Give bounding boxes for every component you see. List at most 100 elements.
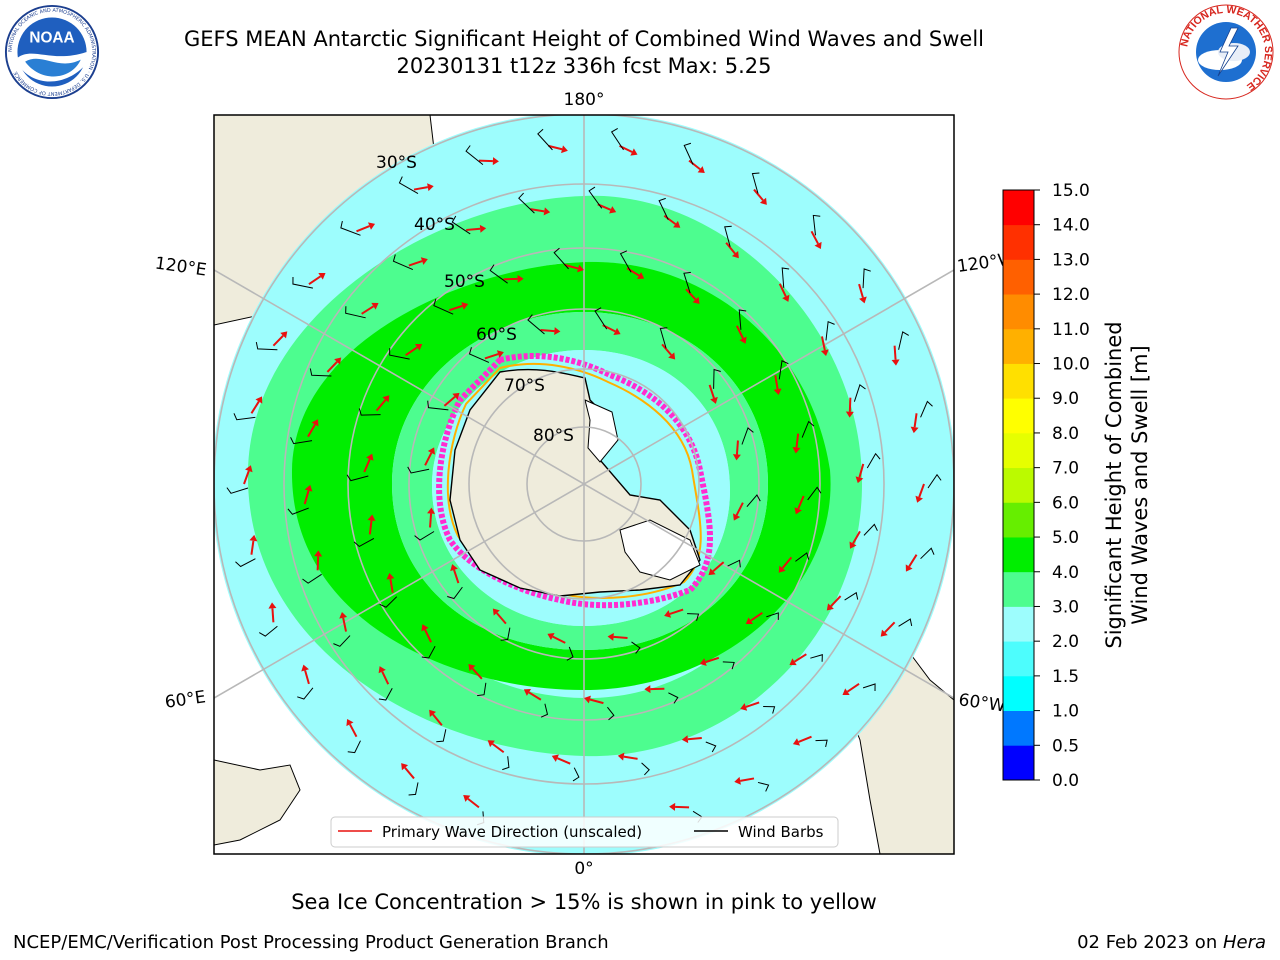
- wave-arrow: [848, 397, 852, 412]
- wave-arrow: [443, 395, 456, 407]
- colorbar-bin: [1003, 328, 1034, 364]
- colorbar-tick-label: 14.0: [1052, 216, 1090, 236]
- wave-arrow: [304, 670, 310, 685]
- colorbar-tick-label: 1.5: [1052, 667, 1079, 687]
- colorbar-bin: [1003, 190, 1034, 226]
- wind-barb: [687, 613, 700, 621]
- wave-arrow: [852, 530, 861, 545]
- wave-arrow: [740, 777, 755, 782]
- wind-barb: [518, 192, 535, 214]
- wind-barb: [347, 740, 361, 754]
- wave-arrow: [356, 225, 370, 233]
- wind-barb: [588, 186, 603, 209]
- wind-barb: [853, 384, 866, 402]
- wave-arrow: [381, 671, 390, 685]
- wind-barb: [477, 682, 487, 697]
- map-legend: Primary Wave Direction (unscaled) Wind B…: [330, 816, 839, 848]
- wave-arrow: [781, 556, 793, 569]
- wave-arrow-head: [255, 396, 263, 404]
- legend-barb-label: Wind Barbs: [738, 823, 824, 841]
- wind-barb: [500, 627, 511, 641]
- wave-arrow-head: [479, 224, 487, 233]
- wave-arrow: [797, 495, 805, 510]
- wave-arrow-head: [792, 738, 801, 746]
- wind-barb: [795, 552, 810, 562]
- wave-arrow: [712, 561, 725, 573]
- wind-barb: [724, 225, 732, 247]
- wind-barb: [610, 128, 624, 151]
- wave-arrow-head: [415, 343, 423, 351]
- wind-barb: [757, 781, 770, 792]
- wave-arrow-head: [450, 564, 458, 572]
- wave-arrow: [540, 329, 555, 333]
- wave-arrow-head: [732, 454, 741, 461]
- wind-barb: [489, 264, 508, 284]
- wave-arrow-head: [699, 658, 707, 666]
- wave-arrow-head: [367, 514, 376, 521]
- wind-barb: [292, 277, 314, 289]
- wave-arrow-head: [280, 331, 288, 339]
- wave-arrow: [408, 260, 423, 267]
- wave-arrow: [750, 612, 763, 622]
- wave-arrow: [243, 470, 250, 485]
- wave-arrow: [858, 283, 864, 298]
- wind-barb: [309, 368, 332, 377]
- wind-barb: [658, 197, 669, 220]
- wave-arrow-head: [461, 302, 469, 310]
- wave-arrow-head: [745, 617, 753, 625]
- wind-barb: [287, 507, 309, 515]
- wind-barb: [766, 612, 779, 620]
- wave-arrow: [528, 691, 542, 701]
- wind-barb: [619, 250, 632, 273]
- wind-barb: [566, 646, 574, 661]
- wave-arrow: [623, 755, 638, 760]
- lon-label-180: 180°: [564, 90, 605, 110]
- wave-arrow-head: [617, 752, 625, 761]
- wave-arrow-head: [523, 689, 532, 696]
- colorbar-bin: [1003, 641, 1034, 677]
- wave-arrow-head: [378, 666, 386, 674]
- wave-arrow: [466, 227, 481, 231]
- wave-arrow: [375, 399, 387, 412]
- wave-arrow-head: [664, 610, 672, 618]
- colorbar-tick-label: 10.0: [1052, 355, 1090, 375]
- colorbar-tick-label: 6.0: [1052, 493, 1079, 513]
- colorbar-tick-label: 0.5: [1052, 736, 1079, 756]
- wind-barb: [572, 767, 580, 782]
- colorbar-frame: [1002, 189, 1035, 781]
- wave-arrow-head: [487, 740, 495, 748]
- wind-barb: [502, 756, 510, 771]
- wave-arrow-head: [339, 611, 348, 619]
- wind-barb: [436, 729, 447, 743]
- wave-arrow-head: [401, 763, 409, 771]
- wind-barb: [398, 176, 419, 194]
- wind-barb: [302, 573, 322, 584]
- wave-arrow: [404, 767, 415, 780]
- colorbar-bin: [1003, 502, 1034, 538]
- wind-barb: [607, 706, 615, 721]
- wind-barb: [825, 320, 835, 341]
- wave-arrow: [830, 595, 842, 607]
- wind-barb: [451, 215, 471, 235]
- lat-label-30s: 30°S: [376, 153, 417, 173]
- wave-arrow: [271, 608, 275, 623]
- wind-barb: [527, 314, 545, 335]
- wind-barb: [233, 413, 256, 421]
- wind-barb: [345, 306, 366, 319]
- colorbar-tick-label: 2.0: [1052, 632, 1079, 652]
- wave-arrow-head: [820, 349, 829, 357]
- wave-arrow: [303, 490, 310, 505]
- wave-arrow-head: [789, 658, 797, 666]
- colorbar-bin: [1003, 467, 1034, 503]
- wind-barb: [358, 408, 381, 416]
- wind-barb: [862, 268, 871, 289]
- wave-arrow-head: [492, 608, 500, 616]
- wave-arrow: [745, 701, 760, 708]
- wave-arrow-head: [367, 222, 376, 230]
- wave-arrow: [432, 713, 443, 726]
- colorbar-bin: [1003, 675, 1034, 711]
- footer-date: 02 Feb 2023 on Hera: [1077, 932, 1266, 953]
- wind-barb: [537, 128, 553, 151]
- wave-arrow-head: [792, 447, 801, 454]
- colorbar-bin: [1003, 537, 1034, 573]
